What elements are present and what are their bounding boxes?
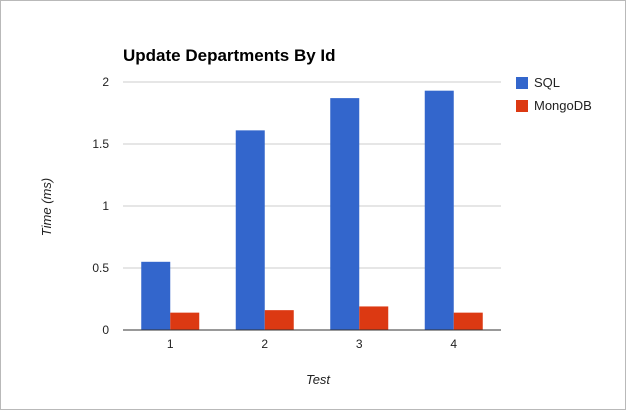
y-axis-label: Time (ms) — [39, 178, 54, 236]
bar-sql-1[interactable] — [141, 261, 171, 330]
x-tick-label: 3 — [356, 337, 363, 351]
y-tick-label: 1.5 — [92, 137, 109, 151]
y-tick-label: 1 — [102, 199, 109, 213]
bar-mongodb-2[interactable] — [264, 310, 294, 330]
chart-title: Update Departments By Id — [123, 46, 336, 65]
legend-swatch-mongodb — [516, 100, 528, 112]
y-tick-label: 0.5 — [92, 261, 109, 275]
bar-mongodb-1[interactable] — [170, 312, 200, 330]
x-tick-label: 2 — [261, 337, 268, 351]
legend: SQL MongoDB — [516, 75, 592, 113]
x-tick-label: 4 — [450, 337, 457, 351]
legend-swatch-sql — [516, 77, 528, 89]
y-tick-label: 2 — [102, 75, 109, 89]
y-axis-ticks: 0 0.5 1 1.5 2 — [92, 75, 109, 337]
bar-sql-3[interactable] — [330, 98, 360, 331]
bar-sql-4[interactable] — [424, 90, 454, 331]
y-tick-label: 0 — [102, 323, 109, 337]
bar-sql-2[interactable] — [235, 130, 265, 330]
x-axis-ticks: 1 2 3 4 — [167, 337, 458, 351]
bar-mongodb-4[interactable] — [453, 312, 483, 330]
x-axis-label: Test — [306, 372, 331, 387]
legend-label-mongodb[interactable]: MongoDB — [534, 98, 592, 113]
x-tick-label: 1 — [167, 337, 174, 351]
bar-mongodb-3[interactable] — [359, 306, 389, 330]
legend-label-sql[interactable]: SQL — [534, 75, 560, 90]
bars — [141, 90, 483, 331]
